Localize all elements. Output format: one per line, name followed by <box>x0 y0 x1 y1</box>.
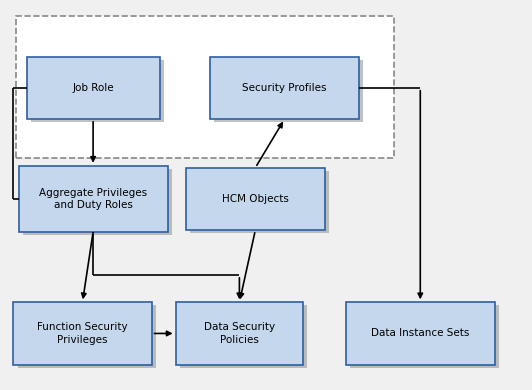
Text: Data Instance Sets: Data Instance Sets <box>371 328 469 339</box>
FancyBboxPatch shape <box>23 169 172 235</box>
FancyBboxPatch shape <box>16 16 394 158</box>
FancyBboxPatch shape <box>13 302 152 365</box>
FancyBboxPatch shape <box>350 305 499 368</box>
Text: Aggregate Privileges
and Duty Roles: Aggregate Privileges and Duty Roles <box>39 188 147 210</box>
FancyBboxPatch shape <box>186 168 325 230</box>
FancyBboxPatch shape <box>176 302 303 365</box>
FancyBboxPatch shape <box>210 57 359 119</box>
Text: HCM Objects: HCM Objects <box>222 194 289 204</box>
FancyBboxPatch shape <box>346 302 495 365</box>
Text: Data Security
Policies: Data Security Policies <box>204 322 275 345</box>
FancyBboxPatch shape <box>214 60 363 122</box>
FancyBboxPatch shape <box>31 60 164 122</box>
Text: Job Role: Job Role <box>72 83 114 93</box>
FancyBboxPatch shape <box>180 305 307 368</box>
FancyBboxPatch shape <box>19 166 168 232</box>
Text: Function Security
Privileges: Function Security Privileges <box>37 322 128 345</box>
FancyBboxPatch shape <box>27 57 160 119</box>
FancyBboxPatch shape <box>18 305 156 368</box>
FancyBboxPatch shape <box>190 171 329 233</box>
Text: Security Profiles: Security Profiles <box>243 83 327 93</box>
